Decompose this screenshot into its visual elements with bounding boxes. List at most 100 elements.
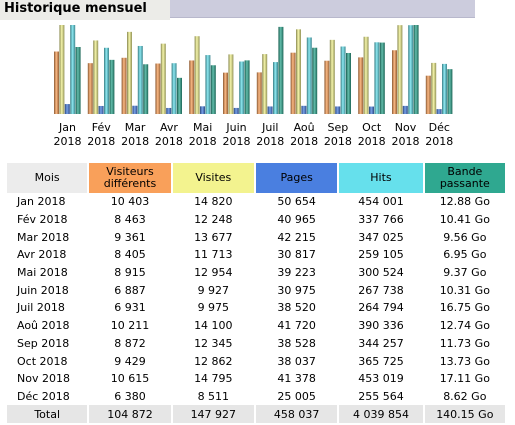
cell-pages: 41 378 (277, 372, 316, 386)
table-row: Mar 2018 9 361 13 677 42 215 347 025 9.56 Go (7, 228, 505, 246)
table-header-row: Mois Visiteurs différents Visites Pages … (7, 163, 505, 193)
cell-mois: Déc 2018 (17, 389, 70, 403)
total-row: Total 104 872 147 927 458 037 4 039 854 … (7, 405, 505, 423)
cell-visites: 12 345 (194, 336, 233, 350)
x-tick-label-month: Nov (395, 121, 417, 134)
cell-pages: 50 654 (277, 195, 316, 209)
x-tick-label-month: Jan (58, 121, 76, 134)
bar-pages-2 (132, 105, 138, 114)
cell-visiteurs: 6 887 (114, 283, 146, 297)
bar-bande-0 (75, 47, 81, 114)
bar-hits-3 (171, 63, 177, 114)
cell-visites: 8 511 (197, 389, 230, 403)
cell-pages: 30 975 (277, 283, 316, 297)
x-tick-label-year: 2018 (223, 135, 251, 148)
cell-bande: 12.88 Go (439, 195, 490, 209)
cell-pages: 25 005 (277, 389, 316, 403)
cell-visiteurs: 9 429 (114, 354, 146, 368)
cell-mois: Juil 2018 (17, 301, 65, 315)
bar-visiteurs-8 (324, 60, 330, 114)
bar-pages-3 (166, 107, 172, 114)
bar-hits-6 (273, 62, 278, 114)
bar-visites-7 (296, 29, 301, 115)
cell-pages: 42 215 (277, 230, 316, 244)
bar-hits-4 (205, 55, 211, 114)
monthly-stats-table: Mois Visiteurs différents Visites Pages … (5, 163, 507, 423)
bar-pages-11 (436, 109, 442, 114)
column-header-mois: Mois (7, 163, 88, 193)
bar-pages-9 (369, 106, 374, 114)
bar-visites-1 (93, 40, 99, 114)
x-tick-label-year: 2018 (290, 135, 318, 148)
cell-mois: Oct 2018 (17, 354, 68, 368)
table-row: Avr 2018 8 405 11 713 30 817 259 105 6.95 Go (7, 246, 505, 264)
cell-hits: 255 564 (358, 389, 404, 403)
total-hits: 4 039 854 (339, 405, 423, 423)
column-header-visites: Visites (172, 163, 254, 193)
column-header-bande-passante: Bande passante (424, 163, 505, 193)
bar-bande-2 (143, 64, 149, 114)
cell-visites: 12 862 (194, 354, 233, 368)
cell-visiteurs: 10 615 (110, 372, 150, 386)
total-pages: 458 037 (255, 405, 338, 423)
bar-bande-3 (177, 77, 182, 114)
cell-hits: 264 794 (358, 301, 404, 315)
bar-hits-8 (340, 46, 346, 115)
cell-hits: 365 725 (358, 354, 404, 368)
total-bande-passante: 140.15 Go (424, 405, 505, 423)
bar-bande-1 (109, 59, 115, 114)
cell-pages: 38 520 (277, 301, 316, 315)
x-tick-label-year: 2018 (54, 135, 82, 148)
monthly-history-chart: Jan2018Fév2018Mar2018Avr2018Mai2018Juin2… (54, 25, 453, 148)
x-tick-label-month: Aoû (294, 121, 315, 134)
cell-mois: Avr 2018 (17, 248, 67, 262)
cell-hits: 300 524 (358, 266, 404, 280)
cell-pages: 40 965 (277, 213, 316, 227)
bar-pages-7 (301, 105, 307, 114)
cell-hits: 390 336 (358, 319, 404, 333)
x-tick-label-month: Fév (92, 121, 111, 134)
total-visiteurs: 104 872 (89, 405, 171, 423)
bar-hits-2 (137, 45, 143, 114)
bar-visiteurs-2 (121, 57, 127, 114)
bar-visiteurs-10 (392, 50, 397, 114)
cell-visiteurs: 10 403 (110, 195, 150, 209)
x-tick-label-month: Juin (225, 121, 246, 134)
bar-bande-11 (447, 69, 453, 114)
bar-visiteurs-11 (425, 75, 431, 114)
cell-mois: Juin 2018 (17, 283, 69, 297)
table-row: Mai 2018 8 915 12 954 39 223 300 524 9.37 Go (7, 264, 505, 282)
x-tick-label-year: 2018 (425, 135, 453, 148)
bar-bande-4 (210, 65, 216, 114)
bar-bande-8 (346, 52, 351, 114)
cell-visites: 14 100 (194, 319, 233, 333)
x-tick-label-year: 2018 (358, 135, 386, 148)
cell-visiteurs: 8 872 (114, 336, 146, 350)
x-tick-label-year: 2018 (121, 135, 149, 148)
bar-visiteurs-4 (189, 60, 195, 114)
cell-visites: 11 713 (194, 248, 233, 262)
table-row: Nov 2018 10 615 14 795 41 378 453 019 17.11 G… (7, 370, 505, 388)
x-tick-label-year: 2018 (392, 135, 420, 148)
bar-visites-0 (59, 25, 65, 114)
cell-hits: 267 738 (358, 283, 404, 297)
bar-hits-10 (408, 25, 414, 115)
bar-hits-1 (104, 47, 109, 115)
bar-visites-8 (329, 39, 335, 115)
cell-mois: Aoû 2018 (17, 319, 70, 333)
cell-hits: 344 257 (358, 336, 404, 350)
table-row: Jan 2018 10 403 14 820 50 654 454 001 12.88 G… (7, 193, 505, 211)
cell-visiteurs: 8 405 (114, 248, 146, 262)
bar-pages-1 (98, 105, 104, 114)
section-title: Historique mensuel (4, 1, 147, 16)
cell-bande: 16.75 Go (439, 301, 490, 315)
table-row: Juil 2018 6 931 9 975 38 520 264 794 16.75 Go (7, 299, 505, 317)
bar-visiteurs-5 (223, 72, 228, 114)
cell-visites: 12 954 (194, 266, 233, 280)
bar-bande-7 (312, 47, 318, 114)
cell-pages: 38 528 (277, 336, 316, 350)
cell-bande: 11.73 Go (439, 336, 490, 350)
column-header-visiteurs: Visiteurs différents (89, 163, 171, 193)
column-header-pages: Pages (255, 163, 338, 193)
bar-pages-10 (402, 105, 408, 114)
